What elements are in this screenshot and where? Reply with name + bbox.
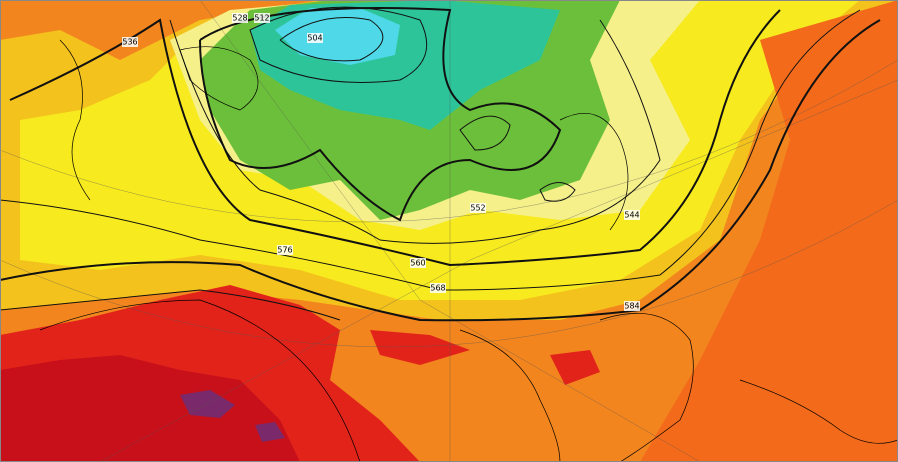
coastline [39, 299, 361, 462]
contour-label: 544 [624, 211, 639, 220]
field-red [370, 330, 470, 365]
contour-label: 512 [254, 14, 269, 23]
contour [539, 182, 576, 202]
contour-label: 560 [410, 259, 425, 268]
contour [0, 19, 881, 322]
contour [249, 6, 428, 83]
label-background [277, 245, 293, 255]
contour-label: 528 [232, 14, 247, 23]
label-background [430, 283, 446, 293]
contour [459, 115, 511, 151]
coastline [739, 379, 898, 444]
contour-label: 536 [122, 38, 137, 47]
label-background [624, 210, 640, 220]
field-purple [255, 422, 285, 442]
graticule [0, 59, 898, 223]
label-background [122, 37, 138, 47]
contour [279, 17, 384, 62]
coastline [179, 46, 259, 111]
contour-label: 584 [624, 302, 639, 311]
contour-label: 568 [430, 284, 445, 293]
coastline [599, 313, 694, 462]
field-cyan [275, 8, 400, 65]
contour [0, 9, 861, 291]
contour-label: 552 [470, 204, 485, 213]
graticule [199, 0, 701, 462]
coastline [59, 39, 91, 201]
label-background [254, 13, 270, 23]
label-background [410, 258, 426, 268]
contour-label: 504 [307, 34, 322, 43]
label-background [470, 203, 486, 213]
label-background [307, 33, 323, 43]
graticule [99, 79, 898, 462]
label-background [624, 301, 640, 311]
contour [0, 289, 341, 321]
contour [199, 7, 562, 222]
contour [169, 19, 661, 244]
contour-labels: 504 512 528 536 544 552 560 568 576 584 [122, 13, 640, 311]
contour-label: 576 [277, 246, 292, 255]
field-red [550, 350, 600, 385]
field-dark-red [0, 355, 300, 462]
coastline [559, 112, 629, 231]
coastline [459, 329, 561, 462]
field-orange-east [640, 0, 898, 462]
label-background [232, 13, 248, 23]
graticule [0, 199, 898, 348]
